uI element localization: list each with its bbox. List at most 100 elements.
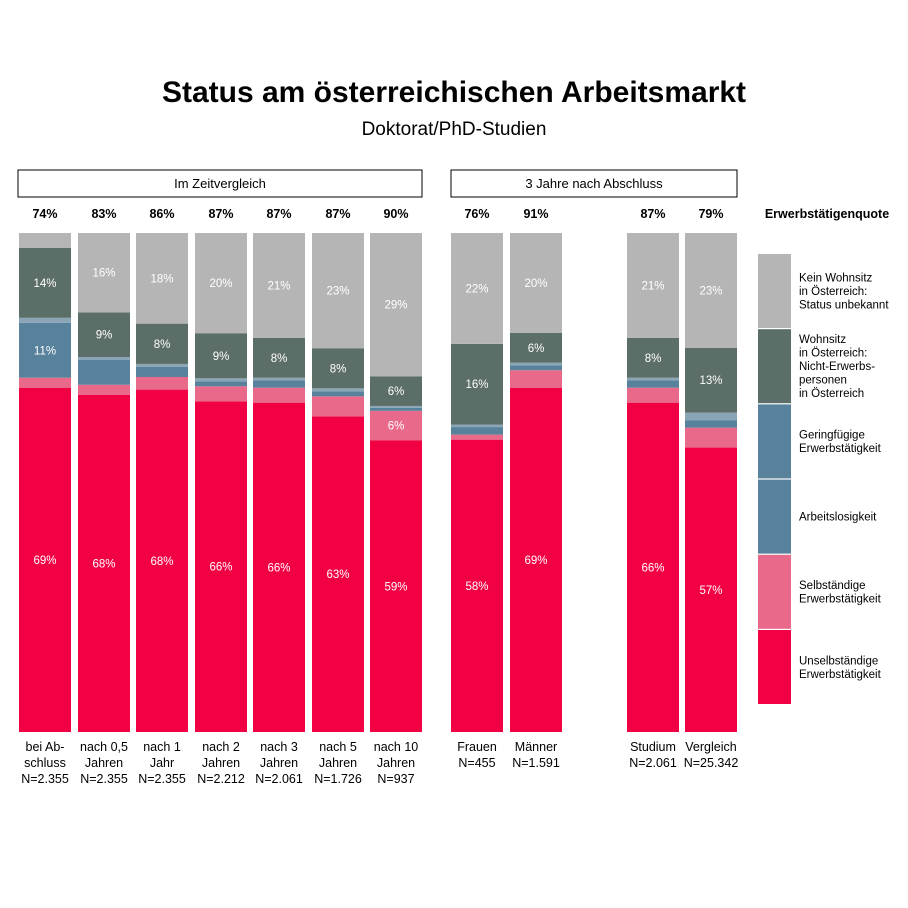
bar-segment [195, 381, 247, 387]
legend-label: Arbeitslosigkeit [799, 512, 877, 524]
employment-rate-label: 87% [640, 207, 665, 221]
category-label: Jahren [85, 756, 123, 770]
category-label: nach 10 [374, 740, 419, 754]
bar-segment [451, 427, 503, 435]
bar-segment [370, 233, 422, 377]
bar-segment [627, 377, 679, 381]
category-label: nach 0,5 [80, 740, 128, 754]
segment-label: 8% [154, 339, 171, 351]
bar-segment [370, 405, 422, 408]
bar-segment [451, 434, 503, 440]
bar-segment [19, 233, 71, 248]
chart-title: Status am österreichischen Arbeitsmarkt [162, 76, 746, 109]
segment-label: 66% [267, 562, 290, 574]
category-label: Studium [630, 740, 676, 754]
legend-label: personen [799, 375, 847, 387]
bar-segment [627, 402, 679, 732]
category-label: N=1.591 [512, 756, 560, 770]
segment-label: 9% [96, 330, 113, 342]
bar-segment [78, 394, 130, 732]
legend-label: Erwerbstätigkeit [799, 443, 882, 455]
category-label: Jahren [202, 756, 240, 770]
bar-segment [136, 233, 188, 324]
panel-label-zeitvergleich: Im Zeitvergleich [174, 176, 266, 191]
bar-segment [19, 317, 71, 323]
legend-swatch [758, 630, 791, 704]
bar-segment [627, 233, 679, 338]
bar-segment [451, 343, 503, 425]
legend-label: Geringfügige [799, 430, 865, 442]
employment-rate-label: 90% [383, 207, 408, 221]
legend-swatch [758, 254, 791, 328]
legend-label: Nicht-Erwerbs- [799, 361, 875, 373]
bar-segment [451, 439, 503, 732]
bar-segment [685, 233, 737, 348]
bar-segment [510, 387, 562, 732]
legend-swatch [758, 404, 791, 479]
bar-segment [195, 333, 247, 379]
legend-label: in Österreich: [799, 348, 867, 360]
category-label: Jahren [377, 756, 415, 770]
legend-title: Erwerbstätigenquote [765, 207, 889, 221]
employment-rate-label: 79% [698, 207, 723, 221]
legend-label: Kein Wohnsitz [799, 273, 873, 285]
legend-label: Erwerbstätigkeit [799, 594, 882, 606]
bar-segment [195, 233, 247, 334]
bar-segment [253, 387, 305, 403]
bar-segment [685, 447, 737, 732]
bar-segment [78, 312, 130, 357]
category-label: N=2.355 [80, 772, 128, 786]
legend-swatch [758, 329, 791, 404]
bar-segment [312, 416, 364, 732]
category-label: Vergleich [685, 740, 736, 754]
bar-segment [136, 389, 188, 732]
bar-segment [370, 410, 422, 441]
bar-segment [370, 407, 422, 411]
segment-label: 18% [150, 273, 173, 285]
bar-segment [19, 247, 71, 318]
legend-label: Selbständige [799, 580, 866, 592]
panel-label-3-jahre: 3 Jahre nach Abschluss [525, 176, 663, 191]
bar-segment [312, 348, 364, 389]
legend-label: Status unbekannt [799, 300, 889, 312]
category-label: N=2.061 [629, 756, 677, 770]
segment-label: 16% [92, 268, 115, 280]
segment-label: 21% [641, 280, 664, 292]
segment-label: 9% [213, 351, 230, 363]
bar-segment [451, 233, 503, 344]
segment-label: 13% [699, 375, 722, 387]
segment-label: 8% [330, 363, 347, 375]
category-label: Männer [515, 740, 557, 754]
bar-segment [510, 362, 562, 366]
employment-rate-label: 87% [325, 207, 350, 221]
segment-label: 8% [271, 353, 288, 365]
segment-label: 23% [326, 286, 349, 298]
category-label: N=25.342 [684, 756, 739, 770]
bar-segment [136, 323, 188, 364]
bar-segment [627, 387, 679, 403]
bar-segment [19, 387, 71, 732]
bar-segment [312, 396, 364, 417]
category-label: N=1.726 [314, 772, 362, 786]
segment-label: 22% [465, 283, 488, 295]
segment-label: 8% [645, 353, 662, 365]
segment-label: 20% [524, 278, 547, 290]
category-label: N=455 [458, 756, 495, 770]
segment-label: 6% [388, 421, 405, 433]
segment-label: 6% [388, 386, 405, 398]
bar-segment [253, 337, 305, 378]
employment-rate-label: 76% [464, 207, 489, 221]
bar-segment [78, 359, 130, 385]
legend-label: in Österreich: [799, 286, 867, 298]
bar-segment [451, 424, 503, 428]
category-label: N=937 [377, 772, 414, 786]
employment-rate-label: 83% [91, 207, 116, 221]
bar-segment [370, 376, 422, 406]
bar-segment [685, 412, 737, 421]
segment-label: 21% [267, 280, 290, 292]
panel-frame-zeitvergleich [17, 169, 423, 198]
bar-segment [685, 427, 737, 448]
bar-segment [195, 401, 247, 732]
bar-segment [253, 402, 305, 732]
